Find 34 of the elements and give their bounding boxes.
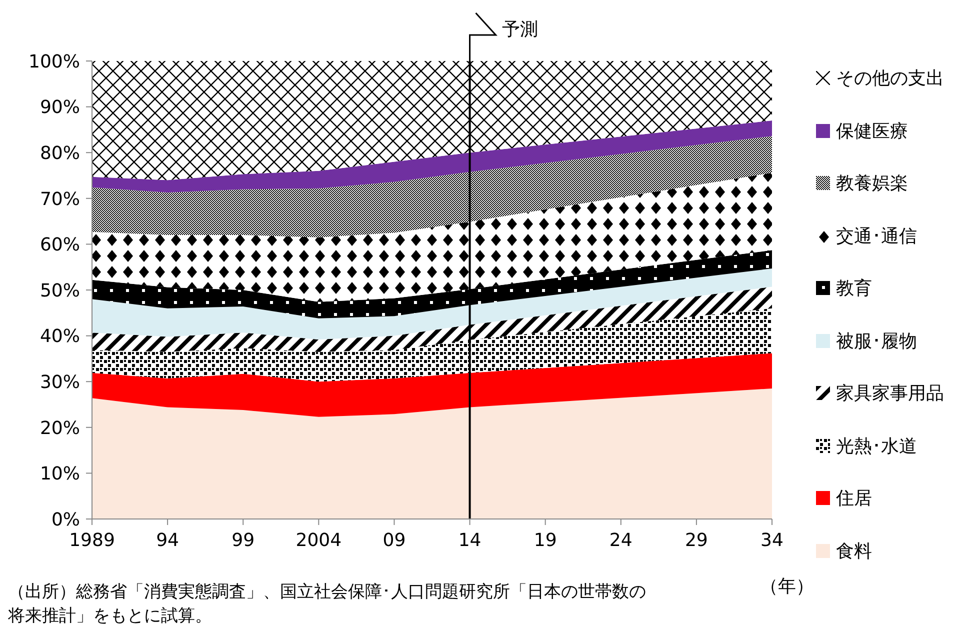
x-tick-label: 94	[156, 530, 180, 551]
ref-line-label: 予測	[502, 19, 538, 40]
y-tick-label: 80%	[40, 142, 80, 164]
y-tick-label: 90%	[40, 97, 80, 118]
y-tick-label: 50%	[40, 280, 80, 302]
x-tick-label: 2004	[296, 530, 342, 551]
legend-label: 教養娯楽	[836, 172, 908, 196]
x-tick-label: 19	[534, 530, 557, 551]
x-tick-label: 29	[684, 530, 708, 551]
y-tick-label: 10%	[40, 464, 80, 485]
x-axis-title: （年）	[760, 575, 814, 598]
legend-label: 教育	[836, 277, 872, 300]
y-tick-label: 30%	[40, 372, 80, 393]
legend-label: 交通･通信	[836, 224, 917, 248]
legend-label: 食料	[836, 540, 872, 563]
x-tick-label: 1989	[69, 530, 115, 551]
legend-label: 保健医療	[836, 120, 908, 143]
x-tick-label: 09	[382, 530, 406, 551]
legend-label: 住居	[836, 487, 872, 510]
text: （出所）総務省「消費実態調査」、国立社会保障･人口問題研究所「日本の世帯数の将来推計」をもとに試算。	[8, 581, 647, 628]
legend-label: 家具家事用品	[836, 382, 944, 406]
legend-label: その他の支出	[836, 67, 944, 90]
legend-label: 光熱･水道	[836, 434, 917, 458]
y-tick-label: 60%	[40, 234, 80, 256]
y-tick-label: 0%	[51, 509, 80, 530]
x-tick-label: 34	[760, 530, 784, 551]
x-tick-label: 24	[609, 530, 632, 551]
legend-label: 被服･履物	[836, 330, 917, 353]
y-tick-label: 20%	[40, 418, 80, 439]
y-tick-label: 40%	[40, 326, 80, 348]
x-tick-label: 14	[458, 530, 482, 551]
y-tick-label: 70%	[40, 188, 80, 210]
y-tick-label: 100%	[28, 51, 80, 72]
x-tick-label: 99	[232, 530, 255, 551]
